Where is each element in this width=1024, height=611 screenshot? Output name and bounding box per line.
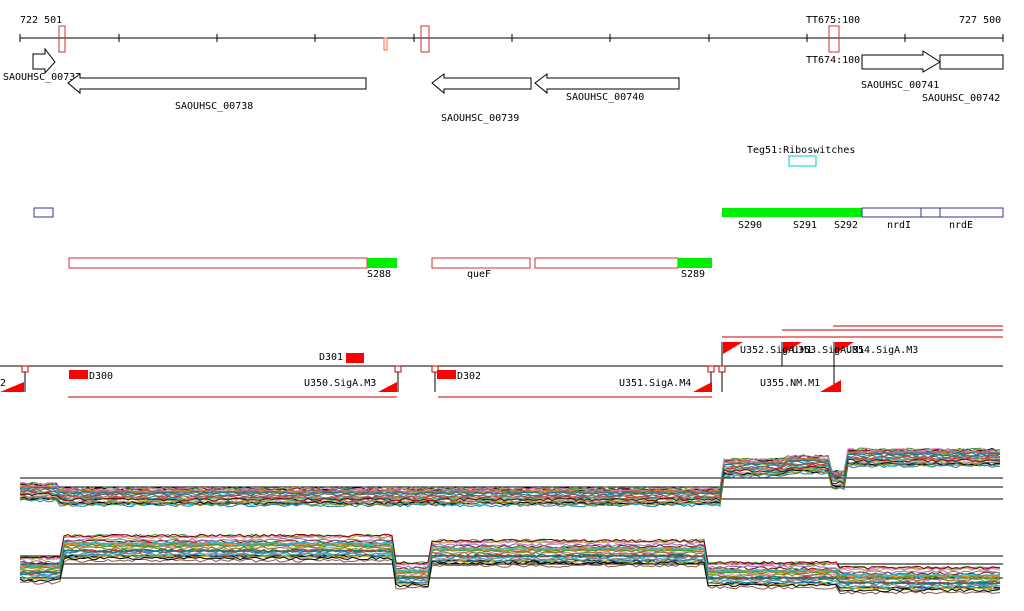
segment-label-s289: S289: [681, 269, 705, 280]
promoter-marker[interactable]: [378, 382, 397, 392]
segment-track-lower: S288 queF S289: [68, 257, 712, 280]
segment-label-s291: S291: [793, 220, 817, 231]
ruler-marker[interactable]: [420, 25, 430, 53]
coordinate-ruler: 722 501 727 500 TT675:100 TT674:100: [19, 15, 1004, 66]
promoter-label-d302: D302: [457, 371, 481, 382]
ruler-end-label: 727 500: [959, 15, 1001, 26]
promoter-label-u352: U352.SigA.M1: [740, 345, 812, 356]
expression-trace: [19, 455, 1001, 500]
gene-label: SAOUHSC_00742: [922, 93, 1000, 104]
expression-trace: [19, 458, 1001, 502]
segment-label-s288: S288: [367, 269, 391, 280]
segment-green-s290-s292[interactable]: [722, 208, 862, 217]
segment-label-nrdi: nrdI: [887, 220, 911, 231]
ruler-marker[interactable]: [383, 37, 388, 51]
segment-label-quef: queF: [467, 269, 491, 280]
promoter-marker[interactable]: [0, 382, 24, 392]
expression-trace: [19, 462, 1001, 506]
segment-nrdi[interactable]: [861, 207, 922, 218]
expression-trace: [19, 462, 1001, 506]
gene-saouhsc-00740[interactable]: SAOUHSC_00740: [534, 73, 680, 103]
segment-track-upper: S290 S291 S292 nrdI nrdE: [33, 207, 1004, 231]
segment-label-s290: S290: [738, 220, 762, 231]
expression-trace: [19, 451, 1001, 496]
gene-track: SAOUHSC_00737 SAOUHSC_00738 SAOUHSC_0073…: [3, 47, 1004, 124]
expression-trace: [19, 551, 1001, 588]
feature-d300[interactable]: [69, 370, 88, 379]
gene-saouhsc-00741[interactable]: SAOUHSC_00741: [861, 50, 941, 91]
ruler-start-label: 722 501: [20, 15, 62, 26]
expression-trace: [19, 537, 1001, 574]
segment-label-s292: S292: [834, 220, 858, 231]
gene-label: SAOUHSC_00738: [175, 101, 253, 112]
expression-trace: [19, 447, 1001, 491]
expression-trace: [19, 534, 1001, 571]
promoter-marker[interactable]: [835, 342, 854, 354]
expression-trace: [19, 541, 1001, 578]
riboswitch-track: Teg51:Riboswitches: [747, 145, 855, 167]
gene-label: SAOUHSC_00739: [441, 113, 519, 124]
promoter-marker[interactable]: [723, 342, 743, 354]
promoter-track: D301 D300 D302 U350.SigA.M3 U351.SigA.M4…: [0, 325, 1003, 398]
promoter-label-u354: U354.SigA.M3: [846, 345, 918, 356]
promoter-label-d301: D301: [319, 352, 343, 363]
feature-d301[interactable]: [346, 353, 364, 363]
expression-trace: [19, 556, 1001, 593]
expression-trace: [19, 457, 1000, 501]
expression-profile-lower: [19, 533, 1003, 595]
segment-gap[interactable]: [920, 207, 941, 218]
gene-label: SAOUHSC_00737: [3, 72, 81, 83]
terminator-tt675-label: TT675:100: [806, 15, 860, 26]
promoter-label-d300: D300: [89, 371, 113, 382]
promoter-label-edge: 2: [0, 378, 6, 389]
terminator-tt674-label: TT674:100: [806, 55, 860, 66]
expression-trace: [19, 558, 1001, 595]
promoter-marker[interactable]: [693, 382, 712, 392]
gene-label: SAOUHSC_00740: [566, 92, 644, 103]
ruler-marker[interactable]: [58, 25, 66, 53]
terminator-marker[interactable]: [828, 25, 840, 53]
promoter-label-u351: U351.SigA.M4: [619, 378, 691, 389]
gene-saouhsc-00738[interactable]: SAOUHSC_00738: [67, 73, 367, 112]
expression-trace: [19, 448, 1001, 492]
promoter-label-u355: U355.NM.M1: [760, 378, 820, 389]
feature-d302[interactable]: [437, 370, 456, 379]
expression-trace: [19, 546, 1001, 582]
segment-s289[interactable]: [678, 258, 712, 268]
segment-small[interactable]: [33, 207, 54, 218]
segment-nrde[interactable]: [939, 207, 1004, 218]
segment-s288[interactable]: [367, 258, 397, 268]
segment-label-nrde: nrdE: [949, 220, 973, 231]
gene-saouhsc-00739[interactable]: SAOUHSC_00739: [431, 73, 532, 124]
promoter-label-u353: U353.SigA.M1: [792, 345, 864, 356]
promoter-marker[interactable]: [783, 342, 802, 354]
expression-trace: [19, 447, 1001, 491]
expression-trace: [20, 549, 1001, 585]
riboswitch-label: Teg51:Riboswitches: [747, 145, 855, 156]
promoter-label-u350: U350.SigA.M3: [304, 378, 376, 389]
gene-label: SAOUHSC_00741: [861, 80, 939, 91]
expression-trace: [19, 553, 1001, 590]
expression-trace: [19, 533, 1001, 570]
expression-trace: [19, 540, 1001, 577]
segment-red-outline[interactable]: [68, 257, 368, 269]
riboswitch-feature[interactable]: [788, 155, 817, 167]
segment-quef[interactable]: [431, 257, 531, 269]
expression-profile-upper: [19, 447, 1003, 508]
gene-saouhsc-00737[interactable]: SAOUHSC_00737: [3, 47, 81, 83]
promoter-marker[interactable]: [820, 380, 841, 392]
segment-red-outline[interactable]: [534, 257, 679, 269]
gene-saouhsc-00742[interactable]: SAOUHSC_00742: [922, 54, 1004, 104]
expression-trace: [19, 543, 1001, 580]
